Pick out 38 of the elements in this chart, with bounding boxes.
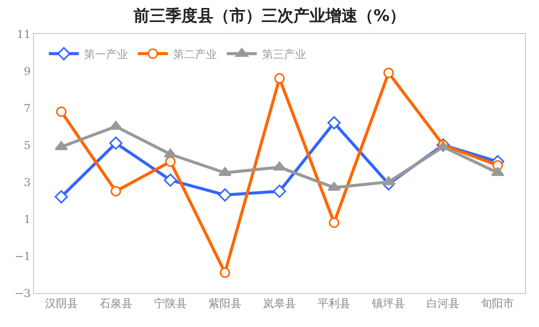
point bbox=[382, 176, 396, 186]
point bbox=[165, 156, 176, 167]
point bbox=[272, 184, 286, 198]
x-tick-label: 汉阴县 bbox=[44, 297, 78, 310]
point bbox=[109, 136, 122, 150]
point bbox=[383, 68, 394, 78]
point bbox=[54, 190, 68, 204]
point bbox=[56, 106, 67, 117]
x-tick-label: 白河县 bbox=[426, 297, 460, 310]
chart-title: 前三季度县（市）三次产业增速（%） bbox=[132, 6, 406, 26]
point bbox=[328, 182, 341, 191]
y-tick-label: 5 bbox=[24, 138, 31, 152]
y-tick-label: 9 bbox=[24, 64, 31, 78]
y-tick-label: −1 bbox=[14, 250, 31, 263]
point bbox=[327, 116, 341, 130]
point bbox=[218, 188, 232, 202]
x-tick-label: 紫阳县 bbox=[208, 297, 242, 310]
y-tick-label: 1 bbox=[24, 212, 31, 226]
point bbox=[54, 141, 68, 150]
point bbox=[274, 73, 285, 84]
point bbox=[164, 174, 177, 187]
y-tick-label: 7 bbox=[24, 102, 31, 115]
y-tick-label: 3 bbox=[24, 176, 31, 189]
x-tick-label: 旬阳市 bbox=[481, 297, 514, 310]
point bbox=[328, 217, 340, 228]
point bbox=[109, 120, 122, 130]
x-tick-label: 镇坪县 bbox=[371, 297, 406, 310]
legend-label: 第三产业 bbox=[262, 48, 306, 61]
y-tick-label: −3 bbox=[14, 286, 31, 300]
x-tick-label: 岚皋县 bbox=[263, 297, 296, 310]
point bbox=[220, 267, 230, 278]
legend-label: 第二产业 bbox=[172, 48, 217, 61]
x-tick-label: 宁陕县 bbox=[154, 297, 187, 310]
point bbox=[110, 186, 122, 196]
x-tick-label: 石泉县 bbox=[99, 297, 132, 310]
legend-label: 第一产业 bbox=[84, 48, 128, 61]
y-tick-label: 11 bbox=[16, 28, 31, 41]
x-tick-label: 平利县 bbox=[318, 297, 351, 310]
